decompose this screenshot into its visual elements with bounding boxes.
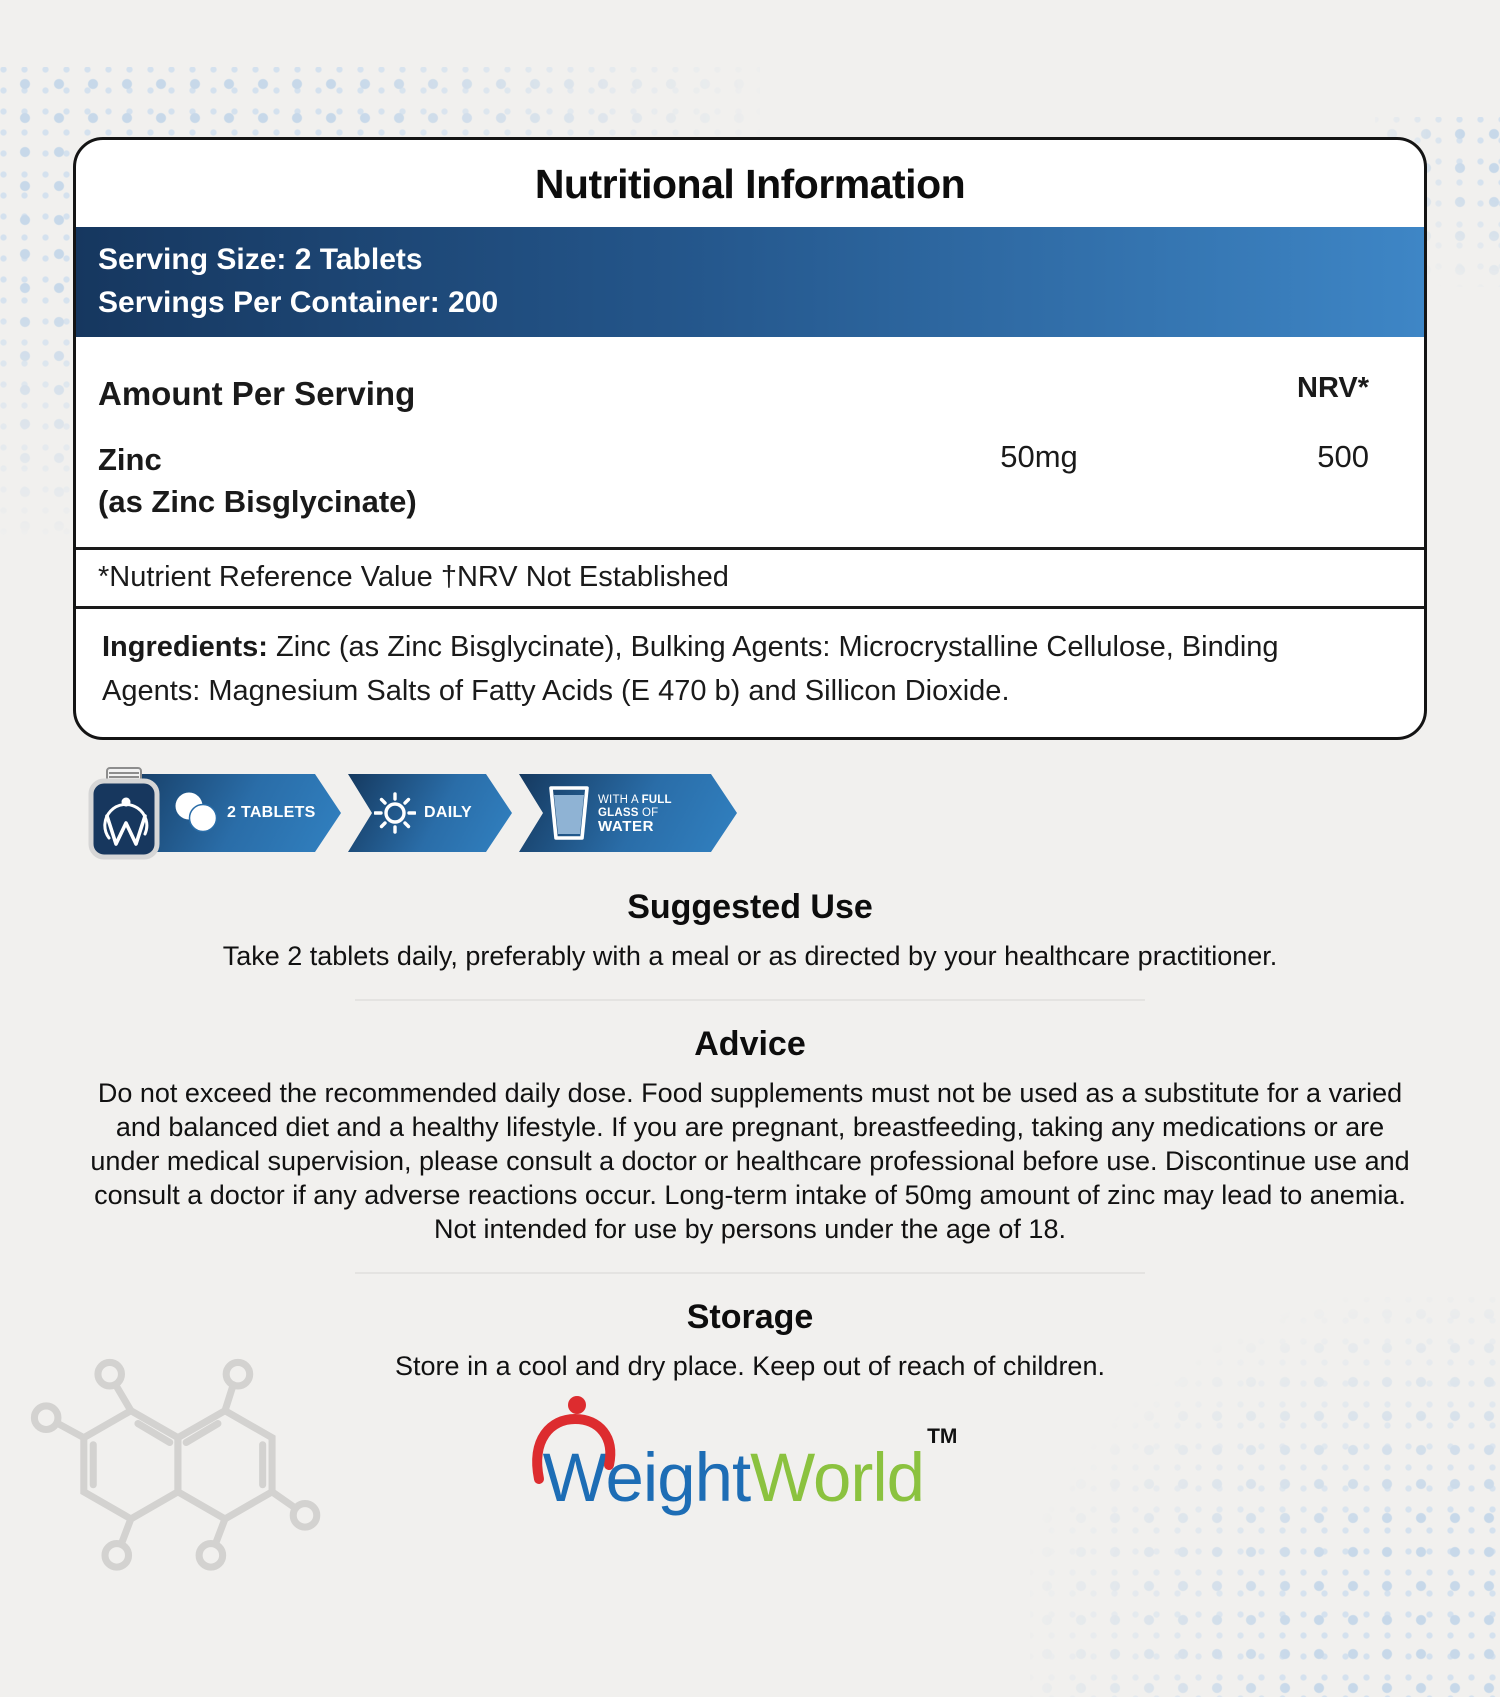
supplement-jar-icon <box>88 767 160 860</box>
storage-body: Store in a cool and dry place. Keep out … <box>395 1351 1105 1381</box>
sun-icon <box>374 792 416 834</box>
step-daily-chevron: DAILY <box>348 774 512 852</box>
brand-person-icon <box>531 1396 615 1484</box>
section-divider <box>355 1272 1145 1274</box>
advice-body: Do not exceed the recommended daily dose… <box>90 1078 1410 1244</box>
serving-size-label: Serving Size: <box>98 243 295 276</box>
nutrient-amount: 50mg <box>1000 439 1078 474</box>
ingredients-text: Zinc (as Zinc Bisglycinate), Bulking Age… <box>102 631 1279 707</box>
brand-logo-inner: WeightWorldTM <box>531 1396 958 1517</box>
advice-section: Advice Do not exceed the recommended dai… <box>0 1025 1500 1246</box>
brand-trademark: TM <box>927 1425 958 1448</box>
water-line-3: WATER <box>598 817 655 835</box>
usage-instruction-strip: 2 TABLETS DAILY WITH A FULL GLASS OF <box>85 766 1500 860</box>
nutrient-name-main: Zinc <box>98 442 162 477</box>
serving-size-value: 2 Tablets <box>294 243 423 276</box>
water-line-2: GLASS OF <box>598 806 659 819</box>
storage-section: Storage Store in a cool and dry place. K… <box>0 1298 1500 1383</box>
nutrient-name: Zinc (as Zinc Bisglycinate) <box>98 439 879 523</box>
step-water-chevron: WITH A FULL GLASS OF WATER <box>519 774 737 852</box>
serving-size-line: Serving Size: 2 Tablets <box>98 238 1424 281</box>
storage-heading: Storage <box>686 1298 814 1336</box>
panel-title: Nutritional Information <box>534 161 966 207</box>
servings-per-container-line: Servings Per Container: 200 <box>98 281 1424 324</box>
brand-logo: WeightWorldTM <box>0 1396 1500 1517</box>
daily-label: DAILY <box>424 804 473 821</box>
servings-per-container-value: 200 <box>448 286 499 319</box>
tablets-label: 2 TABLETS <box>227 804 316 821</box>
ingredients-label: Ingredients: <box>102 631 268 663</box>
suggested-use-heading: Suggested Use <box>627 888 873 926</box>
amount-per-serving-header: Amount Per Serving <box>98 375 416 412</box>
nutrient-nrv-value: 500 <box>1317 439 1369 474</box>
brand-name-world: World <box>750 1439 925 1516</box>
advice-heading: Advice <box>694 1025 806 1063</box>
section-divider <box>355 999 1145 1001</box>
nutrient-row-zinc: Zinc (as Zinc Bisglycinate) 50mg 500 <box>76 413 1424 547</box>
suggested-use-body: Take 2 tablets daily, preferably with a … <box>222 941 1278 971</box>
servings-per-container-label: Servings Per Container: <box>98 286 449 319</box>
water-instruction-text: WITH A FULL GLASS OF WATER <box>598 794 672 833</box>
nrv-footnote: *Nutrient Reference Value †NRV Not Estab… <box>76 547 1424 606</box>
suggested-use-section: Suggested Use Take 2 tablets daily, pref… <box>0 888 1500 973</box>
supplement-label: { "colors": { "bar_gradient_start": "#16… <box>0 67 1500 1697</box>
nutrition-facts-panel: Nutritional Information Serving Size: 2 … <box>73 137 1427 740</box>
nutrient-form: (as Zinc Bisglycinate) <box>98 484 417 519</box>
ingredients-block: Ingredients: Zinc (as Zinc Bisglycinate)… <box>76 606 1424 737</box>
nrv-header: NRV* <box>1297 372 1369 404</box>
water-glass-icon <box>549 786 589 840</box>
water-line-1: WITH A FULL <box>598 793 672 806</box>
serving-info-bar: Serving Size: 2 Tablets Servings Per Con… <box>76 227 1424 337</box>
amount-per-serving-header-row: Amount Per Serving NRV* <box>76 337 1424 413</box>
tablets-icon <box>173 792 219 834</box>
